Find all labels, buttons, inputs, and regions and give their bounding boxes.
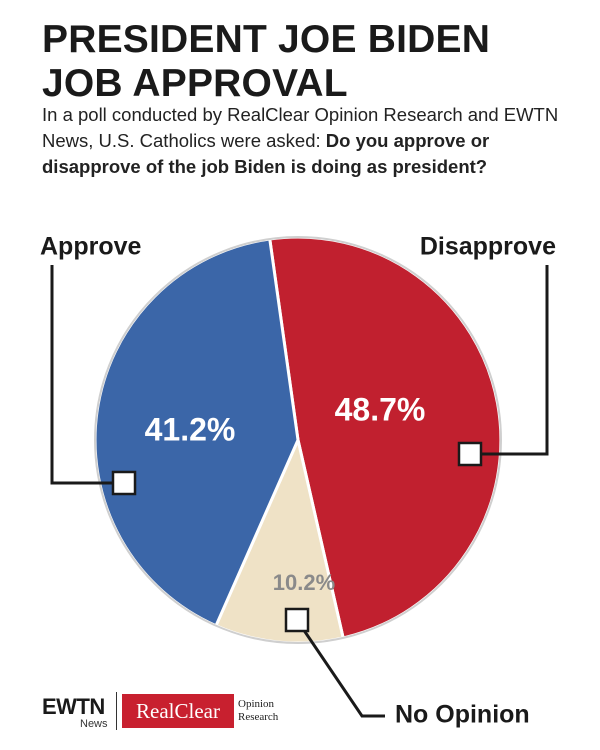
ewtn-wordmark: EWTN <box>42 694 105 719</box>
opinion-research-text: Opinion Research <box>238 698 308 724</box>
leader-marker-approve <box>111 470 137 496</box>
chart-title: PRESIDENT JOE BIDEN JOB APPROVAL <box>42 18 572 106</box>
opinion-text: Opinion <box>238 698 275 710</box>
ewtn-logo: EWTN News <box>42 694 112 730</box>
leader-lines <box>50 265 549 718</box>
subtitle-question: Do you approve or disapprove of the job … <box>42 130 490 177</box>
logo-divider <box>116 692 117 730</box>
ewtn-news-text: News <box>80 718 108 730</box>
title-line-1: PRESIDENT JOE BIDEN <box>42 18 491 61</box>
subtitle-text: In a poll conducted by RealClear Opinion… <box>42 104 559 151</box>
chart-labels: 41.2% 48.7% 10.2% Approve Disapprove No Opini… <box>40 233 556 729</box>
data-label-no-opinion: 10.2% <box>273 570 335 595</box>
pie-outline <box>94 236 502 644</box>
leader-line-no-opinion <box>295 619 385 718</box>
leader-marker-disapprove <box>457 441 483 467</box>
pie-slices <box>93 235 503 645</box>
data-label-disapprove: 48.7% <box>335 391 426 427</box>
legend-label-approve: Approve <box>40 233 142 261</box>
leader-marker-no-opinion <box>284 607 310 633</box>
leader-line-disapprove <box>470 265 549 456</box>
title-line-2: JOB APPROVAL <box>42 62 348 105</box>
research-text: Research <box>238 711 279 723</box>
leader-line-approve <box>50 265 124 485</box>
realclear-logo: RealClear <box>122 694 234 728</box>
legend-label-disapprove: Disapprove <box>420 233 556 261</box>
legend-label-no-opinion: No Opinion <box>395 701 530 729</box>
data-label-approve: 41.2% <box>145 411 236 447</box>
chart-subtitle: In a poll conducted by RealClear Opinion… <box>42 102 562 180</box>
